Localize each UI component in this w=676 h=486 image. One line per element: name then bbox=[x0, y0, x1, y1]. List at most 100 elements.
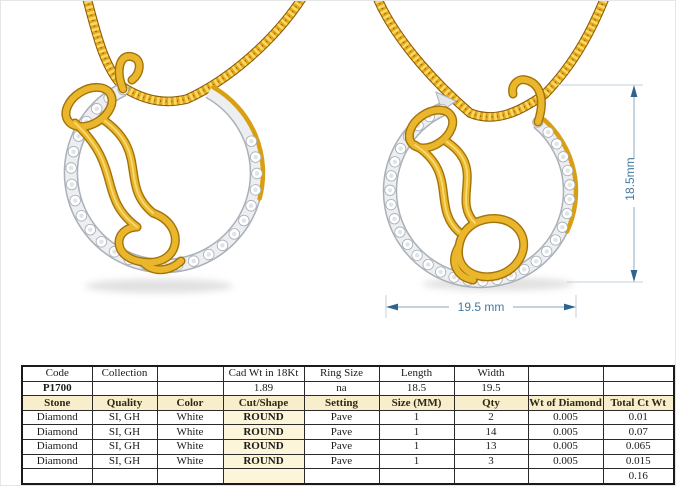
total-ct-cell: 0.01 bbox=[602, 409, 675, 426]
quality-cell: SI, GH bbox=[91, 453, 158, 470]
arrow-up-icon bbox=[630, 85, 638, 97]
size-cell: 1 bbox=[378, 453, 455, 470]
table-row-stone-4: Diamond SI, GH White ROUND Pave 1 3 0.00… bbox=[21, 453, 675, 470]
blank-cell bbox=[378, 468, 455, 485]
qty-cell: 14 bbox=[453, 424, 529, 441]
blank-cell bbox=[156, 468, 224, 485]
arrow-down-icon bbox=[630, 270, 638, 282]
header-cut-shape: Cut/Shape bbox=[222, 395, 305, 411]
table-row-stone-3: Diamond SI, GH White ROUND Pave 1 13 0.0… bbox=[21, 439, 675, 455]
gold-twist-right bbox=[404, 105, 529, 285]
total-ct-cell: 0.015 bbox=[602, 453, 675, 470]
blank-cell bbox=[453, 468, 529, 485]
dimension-annotations: 18.5mm 19.5 mm bbox=[385, 84, 643, 318]
spec-table: Code Collection Cad Wt in 18Kt Ring Size… bbox=[21, 365, 675, 485]
pendant-front-view bbox=[373, 1, 609, 291]
wt-cell: 0.005 bbox=[527, 453, 604, 470]
header-collection: Collection bbox=[91, 365, 158, 382]
header-cad-wt: Cad Wt in 18Kt bbox=[222, 365, 305, 382]
setting-cell: Pave bbox=[303, 409, 380, 426]
blank-highlight-cell bbox=[222, 468, 305, 485]
pendant-shadow bbox=[85, 279, 233, 293]
color-cell: White bbox=[156, 424, 224, 441]
header-wt-of-diamond: Wt of Diamond bbox=[527, 395, 604, 411]
header-ring-size: Ring Size bbox=[303, 365, 380, 382]
header-size-mm: Size (MM) bbox=[378, 395, 455, 411]
header-blank bbox=[527, 365, 604, 382]
table-row-info-header: Code Collection Cad Wt in 18Kt Ring Size… bbox=[21, 365, 675, 382]
cut-shape-cell: ROUND bbox=[222, 424, 305, 441]
header-code: Code bbox=[21, 365, 93, 382]
pendant-perspective-view bbox=[61, 1, 306, 293]
qty-cell: 2 bbox=[453, 409, 529, 426]
cut-shape-cell: ROUND bbox=[222, 409, 305, 426]
gold-twist-left bbox=[61, 82, 186, 275]
table-row-stone-1: Diamond SI, GH White ROUND Pave 1 2 0.00… bbox=[21, 409, 675, 426]
cad-wt-value: 1.89 bbox=[222, 380, 305, 397]
header-qty: Qty bbox=[453, 395, 529, 411]
quality-cell: SI, GH bbox=[91, 409, 158, 426]
wt-cell: 0.005 bbox=[527, 424, 604, 441]
code-value: P1700 bbox=[21, 380, 93, 397]
arrow-left-icon bbox=[386, 303, 398, 311]
color-cell: White bbox=[156, 439, 224, 455]
grand-total-ct-wt: 0.16 bbox=[602, 468, 675, 485]
total-ct-cell: 0.065 bbox=[602, 439, 675, 455]
gold-bail-hook-left bbox=[116, 53, 143, 93]
header-color: Color bbox=[156, 395, 224, 411]
gold-bail-hook-right bbox=[509, 76, 545, 126]
setting-cell: Pave bbox=[303, 439, 380, 455]
color-cell: White bbox=[156, 409, 224, 426]
blank-cell bbox=[527, 468, 604, 485]
ring-size-value: na bbox=[303, 380, 380, 397]
color-cell: White bbox=[156, 453, 224, 470]
table-row-info-values: P1700 1.89 na 18.5 19.5 bbox=[21, 380, 675, 397]
collection-value bbox=[91, 380, 158, 397]
height-dimension-label: 18.5mm bbox=[623, 157, 637, 200]
width-value: 19.5 bbox=[453, 380, 529, 397]
cut-shape-cell: ROUND bbox=[222, 439, 305, 455]
quality-cell: SI, GH bbox=[91, 439, 158, 455]
table-row-total: 0.16 bbox=[21, 468, 675, 485]
size-cell: 1 bbox=[378, 409, 455, 426]
length-value: 18.5 bbox=[378, 380, 455, 397]
gold-chain-left bbox=[82, 1, 306, 107]
header-quality: Quality bbox=[91, 395, 158, 411]
header-setting: Setting bbox=[303, 395, 380, 411]
blank-cell bbox=[156, 380, 224, 397]
size-cell: 1 bbox=[378, 439, 455, 455]
header-width: Width bbox=[453, 365, 529, 382]
qty-cell: 13 bbox=[453, 439, 529, 455]
width-dimension-label: 19.5 mm bbox=[458, 300, 505, 314]
diamond-horseshoe-right bbox=[382, 75, 579, 289]
table-row-stone-2: Diamond SI, GH White ROUND Pave 1 14 0.0… bbox=[21, 424, 675, 441]
wt-cell: 0.005 bbox=[527, 409, 604, 426]
arrow-right-icon bbox=[564, 303, 576, 311]
blank-cell bbox=[303, 468, 380, 485]
blank-cell bbox=[91, 468, 158, 485]
header-blank bbox=[602, 365, 675, 382]
stone-cell: Diamond bbox=[21, 439, 93, 455]
header-length: Length bbox=[378, 365, 455, 382]
header-blank bbox=[156, 365, 224, 382]
cut-shape-cell: ROUND bbox=[222, 453, 305, 470]
setting-cell: Pave bbox=[303, 424, 380, 441]
wt-cell: 0.005 bbox=[527, 439, 604, 455]
stone-cell: Diamond bbox=[21, 409, 93, 426]
header-stone: Stone bbox=[21, 395, 93, 411]
product-render-area: 18.5mm 19.5 mm bbox=[61, 1, 643, 318]
setting-cell: Pave bbox=[303, 453, 380, 470]
blank-cell bbox=[527, 380, 604, 397]
stone-cell: Diamond bbox=[21, 424, 93, 441]
header-total-ct-wt: Total Ct Wt bbox=[602, 395, 675, 411]
blank-cell bbox=[21, 468, 93, 485]
quality-cell: SI, GH bbox=[91, 424, 158, 441]
total-ct-cell: 0.07 bbox=[602, 424, 675, 441]
gold-chain-right bbox=[373, 1, 609, 122]
stone-cell: Diamond bbox=[21, 453, 93, 470]
qty-cell: 3 bbox=[453, 453, 529, 470]
table-row-stone-header: Stone Quality Color Cut/Shape Setting Si… bbox=[21, 395, 675, 411]
size-cell: 1 bbox=[378, 424, 455, 441]
blank-cell bbox=[602, 380, 675, 397]
